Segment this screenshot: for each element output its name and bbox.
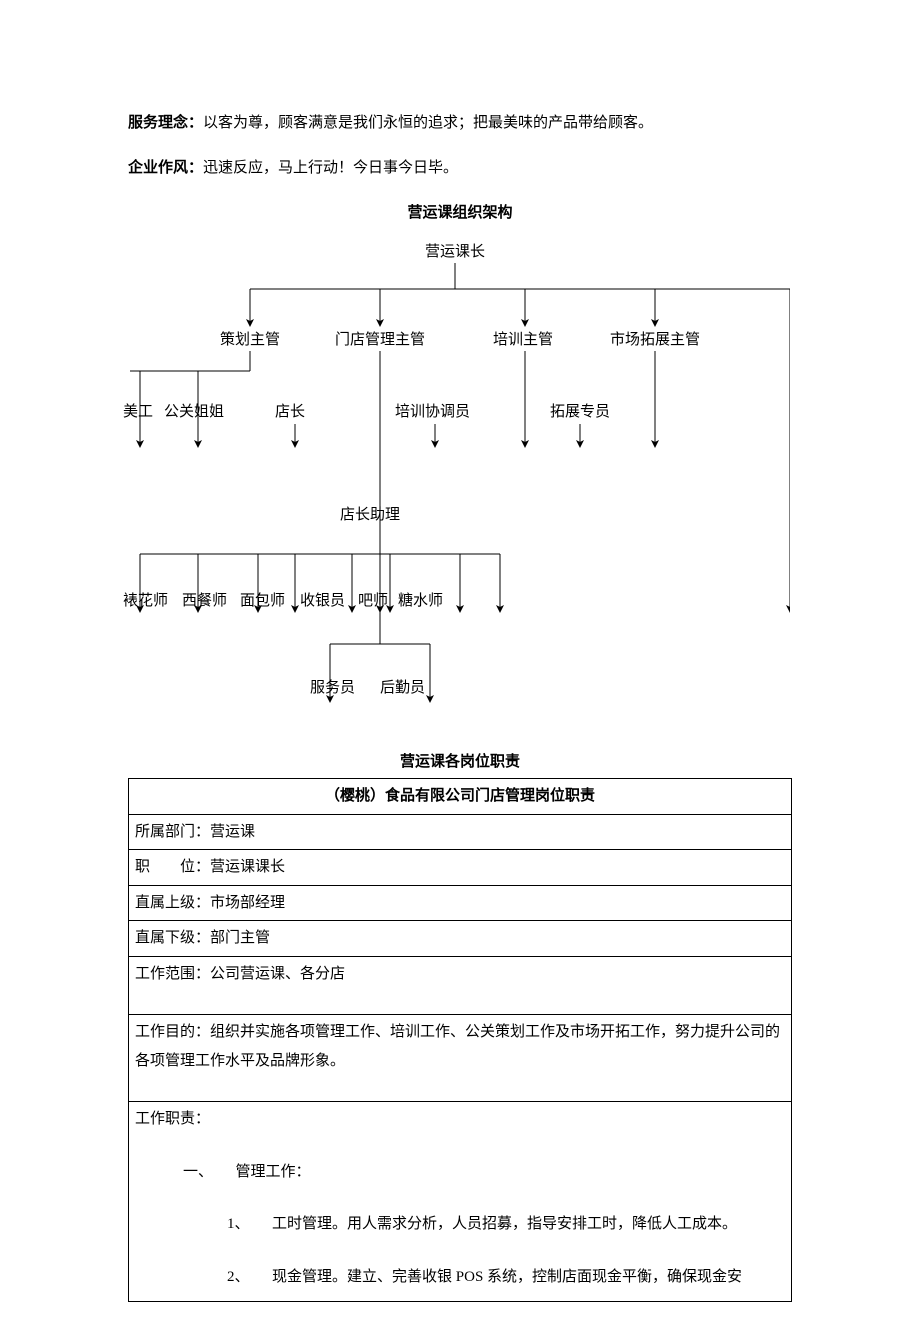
- node-l5a: 裱花师: [123, 588, 168, 615]
- dept-label: 所属部门：: [135, 824, 210, 840]
- section1-title: 管理工作：: [236, 1164, 311, 1180]
- table-header: （樱桃）食品有限公司门店管理岗位职责: [129, 779, 792, 815]
- node-l5f: 糖水师: [398, 588, 443, 615]
- node-l5c: 面包师: [240, 588, 285, 615]
- scope-row: 工作范围：公司营运课、各分店: [129, 956, 792, 1015]
- node-l2d: 市场拓展主管: [610, 327, 700, 354]
- node-l4a: 店长助理: [340, 502, 400, 529]
- node-l2a: 策划主管: [220, 327, 280, 354]
- node-root: 营运课长: [425, 239, 485, 266]
- subordinate-label: 直属下级：: [135, 930, 210, 946]
- company-style-line: 企业作风：迅速反应，马上行动！今日事今日毕。: [128, 155, 792, 182]
- node-l3b: 公关姐姐: [164, 399, 224, 426]
- pos-label2: 位：: [180, 859, 210, 875]
- table-title: 营运课各岗位职责: [128, 749, 792, 776]
- dept-row: 所属部门：营运课: [129, 814, 792, 850]
- purpose-label: 工作目的：: [135, 1024, 210, 1040]
- org-chart: 营运课长策划主管门店管理主管培训主管市场拓展主管美工公关姐姐店长培训协调员拓展专…: [130, 239, 790, 719]
- service-concept-label: 服务理念：: [128, 115, 203, 131]
- node-l2b: 门店管理主管: [335, 327, 425, 354]
- superior-row: 直属上级：市场部经理: [129, 885, 792, 921]
- item2-text: 现金管理。建立、完善收银 POS 系统，控制店面现金平衡，确保现金安: [272, 1269, 742, 1285]
- superior-value: 市场部经理: [210, 895, 285, 911]
- job-responsibility-table: （樱桃）食品有限公司门店管理岗位职责 所属部门：营运课 职 位：营运课课长 直属上…: [128, 778, 792, 1302]
- node-l5b: 西餐师: [182, 588, 227, 615]
- node-l6b: 后勤员: [380, 675, 425, 702]
- service-concept-text: 以客为尊，顾客满意是我们永恒的追求；把最美味的产品带给顾客。: [203, 115, 653, 131]
- node-l3a: 美工: [123, 399, 153, 426]
- duties-row: 工作职责： 一、 管理工作： 1、 工时管理。用人需求分析，人员招募，指导安排工时，…: [129, 1102, 792, 1302]
- purpose-row: 工作目的：组织并实施各项管理工作、培训工作、公关策划工作及市场开拓工作，努力提升…: [129, 1015, 792, 1102]
- node-l3d: 培训协调员: [395, 399, 470, 426]
- scope-label: 工作范围：: [135, 966, 210, 982]
- company-style-text: 迅速反应，马上行动！今日事今日毕。: [203, 160, 458, 176]
- item1-num: 1、: [227, 1216, 250, 1232]
- item2-num: 2、: [227, 1269, 250, 1285]
- position-row: 职 位：营运课课长: [129, 850, 792, 886]
- node-l2c: 培训主管: [493, 327, 553, 354]
- company-style-label: 企业作风：: [128, 160, 203, 176]
- scope-value: 公司营运课、各分店: [210, 966, 345, 982]
- node-l6a: 服务员: [310, 675, 355, 702]
- superior-label: 直属上级：: [135, 895, 210, 911]
- node-l5d: 收银员: [300, 588, 345, 615]
- purpose-value: 组织并实施各项管理工作、培训工作、公关策划工作及市场开拓工作，努力提升公司的各项…: [135, 1024, 780, 1069]
- pos-value: 营运课课长: [210, 859, 285, 875]
- chart-lines: [130, 239, 790, 719]
- chart-title: 营运课组织架构: [128, 200, 792, 227]
- section1-num: 一、: [183, 1164, 213, 1180]
- subordinate-value: 部门主管: [210, 930, 270, 946]
- service-concept-line: 服务理念：以客为尊，顾客满意是我们永恒的追求；把最美味的产品带给顾客。: [128, 110, 792, 137]
- node-l3c: 店长: [275, 399, 305, 426]
- subordinate-row: 直属下级：部门主管: [129, 921, 792, 957]
- node-l5e: 吧师: [358, 588, 388, 615]
- duties-label: 工作职责：: [135, 1105, 785, 1134]
- dept-value: 营运课: [210, 824, 255, 840]
- node-l3e: 拓展专员: [550, 399, 610, 426]
- pos-label1: 职: [135, 859, 150, 875]
- item1-text: 工时管理。用人需求分析，人员招募，指导安排工时，降低人工成本。: [272, 1216, 737, 1232]
